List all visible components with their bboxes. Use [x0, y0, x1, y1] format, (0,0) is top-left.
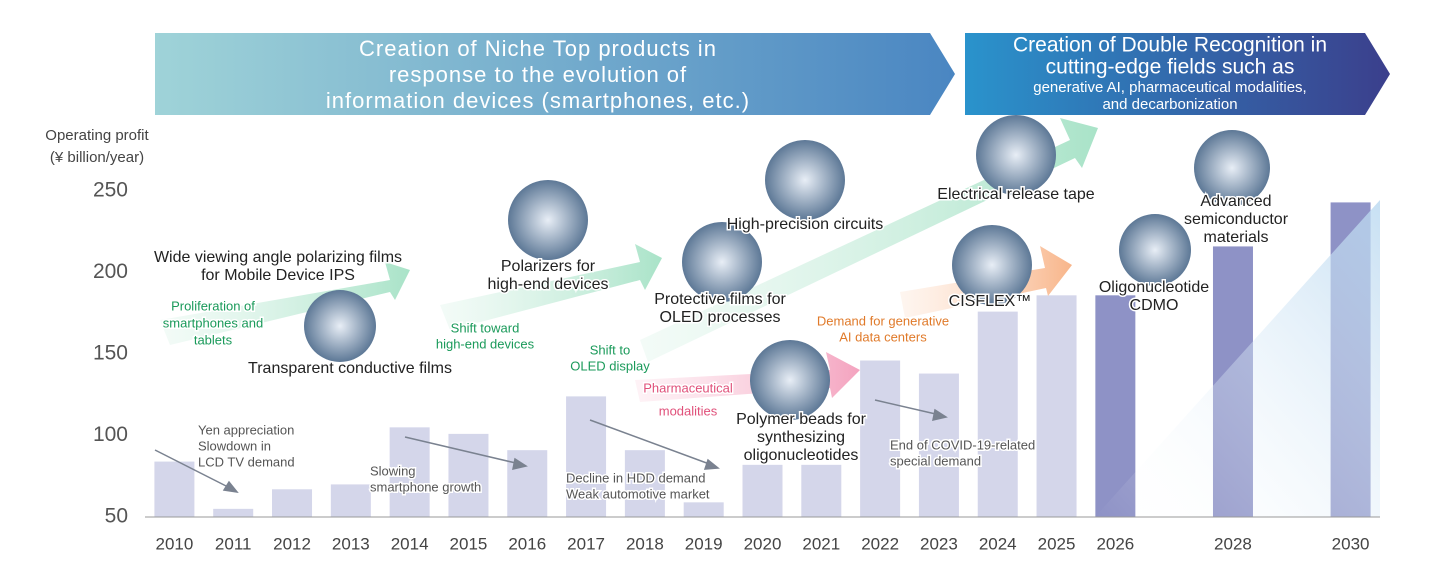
annotation: Protective films for — [654, 291, 786, 308]
x-tick-label: 2030 — [1332, 534, 1370, 553]
annotation: Slowing — [370, 463, 416, 478]
bar — [507, 450, 548, 517]
growth-arrow — [640, 118, 1098, 362]
annotation: special demand — [890, 453, 981, 468]
annotation: CISFLEX™ — [949, 293, 1032, 310]
annotation: Oligonucleotide — [1099, 279, 1209, 296]
y-tick-label: 100 — [93, 423, 128, 446]
y-tick-label: 200 — [93, 260, 128, 283]
x-tick-label: 2016 — [508, 534, 546, 553]
y-tick-label: 50 — [105, 505, 128, 528]
x-tick-label: 2010 — [155, 534, 193, 553]
x-tick-label: 2020 — [744, 534, 782, 553]
bar — [683, 502, 724, 517]
annotation: OLED display — [570, 358, 650, 373]
banner-left — [155, 33, 955, 115]
growth-arrow — [440, 244, 662, 330]
banner-title: Creation of Double Recognition in — [1013, 34, 1327, 57]
x-tick-label: 2022 — [861, 534, 899, 553]
annotation: Wide viewing angle polarizing films — [154, 249, 402, 266]
banner-right — [965, 33, 1390, 115]
y-axis-label: Operating profit — [45, 127, 149, 144]
x-tick-label: 2023 — [920, 534, 958, 553]
x-tick-label: 2018 — [626, 534, 664, 553]
x-tick-label: 2026 — [1096, 534, 1134, 553]
banner-text: information devices (smartphones, etc.) — [326, 88, 750, 113]
bar — [330, 484, 371, 517]
annotation: for Mobile Device IPS — [201, 267, 355, 284]
bar — [154, 461, 195, 517]
bar — [1036, 295, 1077, 517]
x-tick-label: 2028 — [1214, 534, 1252, 553]
x-tick-label: 2025 — [1038, 534, 1076, 553]
bar — [918, 373, 959, 517]
annotation: semiconductor — [1184, 211, 1289, 228]
x-tick-label: 2013 — [332, 534, 370, 553]
annotation: Decline in HDD demand — [566, 470, 705, 485]
annotation: tablets — [194, 332, 233, 347]
y-tick-label: 250 — [93, 179, 128, 202]
x-tick-label: 2021 — [802, 534, 840, 553]
annotation: OLED processes — [660, 309, 781, 326]
product-photos — [304, 115, 1270, 420]
bar — [624, 450, 665, 517]
annotation: Advanced — [1200, 193, 1271, 210]
bar — [801, 464, 842, 517]
annotation: Shift toward — [451, 320, 520, 335]
y-tick-label: 150 — [93, 342, 128, 365]
x-tick-label: 2024 — [979, 534, 1017, 553]
annotation: Transparent conductive films — [248, 360, 452, 377]
annotation: Slowdown in — [198, 438, 271, 453]
growth-arrow — [160, 262, 410, 345]
banner-text: response to the evolution of — [389, 62, 687, 87]
annotation: CDMO — [1130, 297, 1179, 314]
annotation: Yen appreciation — [198, 422, 294, 437]
x-tick-label: 2019 — [685, 534, 723, 553]
annotation: high-end devices — [436, 336, 535, 351]
bar — [742, 464, 783, 517]
future-band — [1095, 200, 1380, 517]
bar — [860, 360, 901, 517]
annotation: Demand for generative — [817, 313, 949, 328]
annotation: Pharmaceutical — [643, 380, 733, 395]
bar — [213, 508, 254, 517]
annotation: materials — [1204, 229, 1269, 246]
decoration — [154, 33, 1390, 517]
x-tick-label: 2011 — [215, 534, 252, 553]
annotation: Shift to — [590, 342, 630, 357]
annotation: modalities — [659, 403, 718, 418]
annotation: Polarizers for — [501, 258, 596, 275]
annotation: synthesizing — [757, 429, 845, 446]
bar — [389, 427, 430, 517]
annotation: LCD TV demand — [198, 454, 295, 469]
x-tick-label: 2017 — [567, 534, 605, 553]
x-tick-label: 2015 — [450, 534, 488, 553]
bar — [977, 311, 1018, 517]
banner-title: cutting-edge fields such as — [1046, 56, 1295, 79]
annotation: smartphones and — [163, 315, 263, 330]
y-axis-label: (¥ billion/year) — [50, 149, 144, 166]
banner-subtitle: and decarbonization — [1102, 96, 1237, 113]
annotation: high-end devices — [488, 276, 609, 293]
annotation: oligonucleotides — [744, 447, 859, 464]
annotation: smartphone growth — [370, 479, 481, 494]
bar — [566, 396, 607, 517]
annotation: Weak automotive market — [566, 486, 710, 501]
annotation: Electrical release tape — [937, 186, 1095, 203]
bar — [448, 433, 489, 517]
bar — [272, 489, 313, 517]
annotation: AI data centers — [839, 329, 927, 344]
annotation: High-precision circuits — [727, 216, 884, 233]
annotation: Polymer beads for — [736, 411, 867, 428]
x-tick-label: 2012 — [273, 534, 311, 553]
x-tick-label: 2014 — [391, 534, 429, 553]
banner-subtitle: generative AI, pharmaceutical modalities… — [1033, 79, 1306, 96]
annotation: Proliferation of — [171, 298, 255, 313]
annotation: End of COVID-19-related — [890, 437, 1035, 452]
banner-text: Creation of Niche Top products in — [359, 36, 717, 61]
